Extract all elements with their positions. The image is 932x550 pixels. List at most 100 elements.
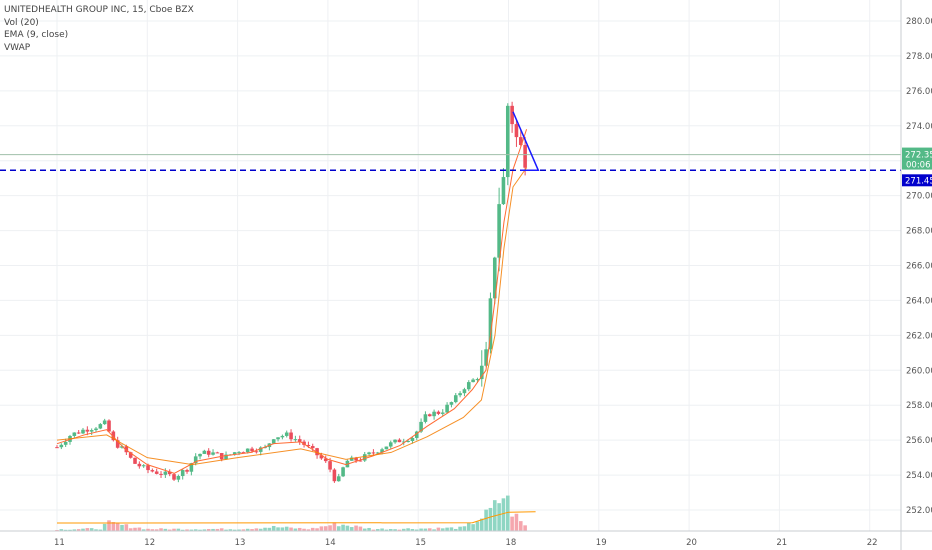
candle-body — [510, 105, 514, 125]
candle-body — [302, 441, 306, 445]
candle-body — [141, 465, 146, 467]
drawings[interactable] — [0, 111, 901, 172]
volume-bar — [180, 529, 185, 531]
candle-body — [497, 204, 501, 258]
volume-bars — [55, 495, 527, 531]
candle-body — [436, 411, 441, 414]
volume-bar — [94, 529, 98, 531]
volume-bar — [328, 525, 332, 531]
x-tick-label: 15 — [415, 538, 426, 548]
candle-body — [102, 420, 107, 425]
y-tick-label: 262.00 — [906, 331, 932, 341]
volume-bar — [419, 528, 423, 531]
candle-body — [492, 257, 497, 299]
candle-body — [185, 470, 189, 472]
volume-bar — [76, 529, 81, 531]
y-tick-label: 274.00 — [906, 122, 932, 132]
last-price-label: 272.35 — [905, 151, 932, 161]
volume-bar — [276, 527, 280, 531]
symbol-title[interactable]: UNITEDHEALTH GROUP INC, 15, Cboe BZX — [4, 5, 194, 15]
volume-bar — [315, 528, 319, 531]
candle-body — [85, 429, 90, 432]
candle-body — [293, 439, 298, 441]
candle-body — [354, 457, 358, 461]
candle-body — [180, 470, 185, 477]
volume-bar — [323, 526, 328, 531]
volume-bar — [432, 529, 436, 531]
hline-price-tag — [902, 174, 932, 187]
volume-bar — [59, 529, 64, 531]
candle-body — [505, 105, 510, 178]
volume-bar — [514, 513, 519, 531]
volume-bar — [241, 529, 246, 531]
candle-body — [384, 446, 389, 450]
candle-body — [319, 455, 324, 459]
candle-body — [419, 421, 423, 432]
candle-body — [193, 456, 198, 464]
volume-bar — [63, 529, 68, 531]
volume-bar — [497, 503, 501, 531]
volume-bar — [120, 524, 124, 531]
candle-body — [215, 452, 220, 454]
candle-body — [189, 463, 194, 472]
x-tick-label: 19 — [596, 538, 607, 548]
volume-bar — [523, 525, 527, 531]
candle-body — [202, 450, 207, 454]
volume-bar — [206, 529, 211, 531]
volume-bar — [466, 522, 471, 531]
candle-body — [475, 379, 480, 381]
y-tick-label: 278.00 — [906, 52, 932, 62]
volume-bar — [375, 529, 380, 531]
legend-volume[interactable]: Vol (20) — [4, 17, 39, 28]
volume-bar — [159, 528, 163, 531]
volume-bar — [102, 523, 107, 531]
candle-body — [206, 450, 211, 455]
candle-body — [237, 452, 241, 454]
volume-bar — [393, 529, 397, 531]
candle-body — [336, 476, 341, 482]
volume-bar — [133, 527, 137, 531]
legend-vwap[interactable]: VWAP — [4, 42, 31, 53]
candle-body — [523, 145, 527, 168]
candle-body — [241, 452, 246, 454]
trendline[interactable] — [512, 111, 540, 172]
volume-bar — [302, 528, 306, 531]
candle-body — [146, 465, 150, 471]
candle-body — [458, 393, 462, 396]
x-tick-label: 13 — [235, 538, 246, 548]
volume-bar — [267, 527, 272, 531]
candle-body — [315, 448, 319, 456]
candle-body — [137, 463, 142, 467]
legend-ema[interactable]: EMA (9, close) — [4, 30, 69, 40]
volume-bar — [306, 529, 311, 531]
y-tick-label: 266.00 — [906, 262, 932, 272]
y-tick-label: 256.00 — [906, 436, 932, 446]
candle-body — [367, 452, 371, 455]
ema-line — [56, 129, 528, 474]
candle-body — [258, 447, 263, 452]
candle-body — [55, 447, 59, 449]
candle-body — [150, 470, 155, 472]
candle-body — [128, 452, 133, 458]
volume-bar — [185, 529, 189, 531]
candle-body — [254, 451, 259, 453]
candle-body — [159, 473, 163, 475]
candle-body — [432, 411, 436, 417]
volume-bar — [484, 509, 488, 531]
candle-body — [414, 431, 419, 438]
volume-bar — [479, 518, 484, 531]
candle-body — [98, 424, 103, 429]
candle-body — [488, 298, 493, 350]
candle-body — [375, 452, 380, 454]
volume-bar — [341, 524, 345, 531]
y-tick-label: 268.00 — [906, 227, 932, 237]
candlesticks — [55, 101, 527, 483]
volume-bar — [115, 523, 120, 531]
candle-body — [133, 457, 137, 464]
candle-body — [449, 402, 454, 405]
volume-bar — [137, 527, 142, 531]
volume-bar — [436, 527, 441, 531]
y-tick-label: 258.00 — [906, 401, 932, 411]
y-tick-label: 264.00 — [906, 296, 932, 306]
